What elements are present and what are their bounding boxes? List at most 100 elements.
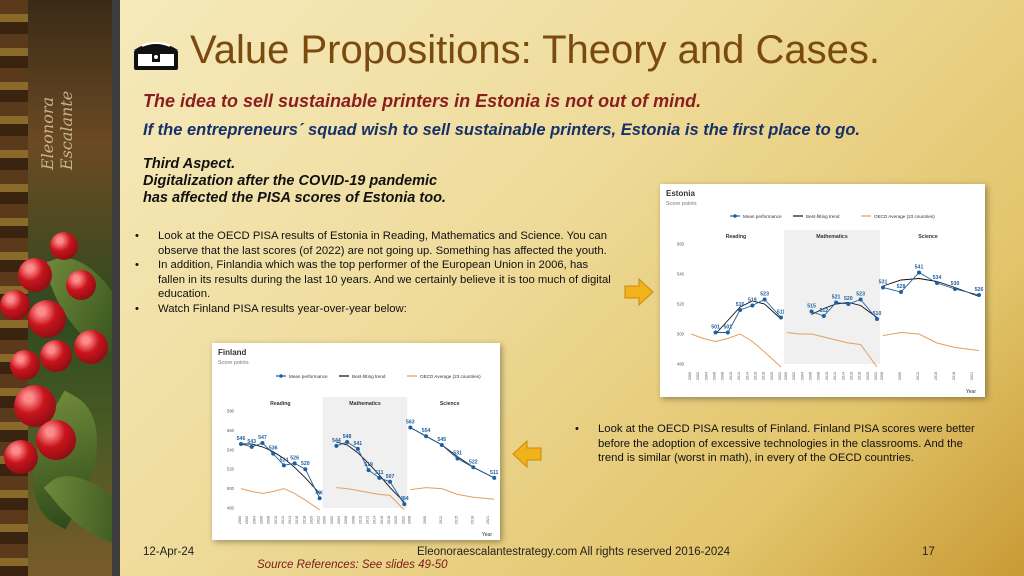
data-label: 541 bbox=[915, 265, 924, 271]
x-tick-label: 2012 bbox=[737, 372, 741, 380]
y-tick-label: 520 bbox=[677, 302, 685, 307]
y-tick-label: 540 bbox=[677, 272, 685, 277]
y-tick-label: 560 bbox=[677, 242, 685, 247]
mean-performance-line bbox=[811, 298, 878, 320]
data-label: 519 bbox=[364, 462, 373, 468]
trend-line bbox=[882, 278, 980, 297]
x-tick-label: 2021 bbox=[486, 516, 490, 524]
x-tick-label: 2002 bbox=[792, 372, 796, 380]
x-tick-label: 2008 bbox=[267, 516, 271, 524]
data-label: 530 bbox=[951, 281, 960, 287]
x-tick-label: 2014 bbox=[288, 516, 292, 524]
y-tick-label: 520 bbox=[227, 467, 235, 472]
mean-point bbox=[917, 270, 921, 275]
x-tick-label: 2009 bbox=[423, 516, 427, 524]
estonia-chart-svg: Estonia Score points Mean performance Best-… bbox=[666, 189, 983, 395]
data-label: 515 bbox=[807, 304, 816, 310]
chart-subtitle: Score points bbox=[218, 360, 249, 366]
treasure-chest-icon bbox=[134, 42, 178, 70]
data-label: 531 bbox=[453, 451, 462, 457]
x-tick-label: 2018 bbox=[302, 516, 306, 524]
x-tick-label: 2012 bbox=[439, 516, 443, 524]
legend-label: Best-fitting trend bbox=[352, 374, 386, 379]
mean-point bbox=[750, 303, 755, 308]
bullet-item: Look at the OECD PISA results of Finland… bbox=[575, 422, 975, 466]
data-label: 543 bbox=[247, 439, 256, 445]
data-label: 484 bbox=[400, 496, 409, 502]
mean-point bbox=[713, 330, 718, 335]
x-tick-label: 2004 bbox=[337, 516, 341, 524]
x-tick-label: 2018 bbox=[387, 516, 391, 524]
x-tick-label: 2004 bbox=[704, 372, 708, 380]
x-tick-label: 2000 bbox=[323, 516, 327, 524]
mean-point bbox=[762, 297, 767, 302]
mean-point bbox=[424, 434, 429, 439]
x-tick-label: 2022 bbox=[401, 516, 405, 524]
x-tick-label: 2002 bbox=[330, 516, 334, 524]
x-tick-label: 2022 bbox=[778, 372, 782, 380]
y-tick-label: 560 bbox=[227, 428, 235, 433]
x-tick-label: 2016 bbox=[753, 372, 757, 380]
mean-point bbox=[858, 297, 863, 302]
data-label: 490 bbox=[315, 490, 324, 496]
divider-bar bbox=[112, 0, 120, 576]
data-label: 522 bbox=[469, 459, 478, 465]
mean-point bbox=[366, 468, 371, 473]
mean-point bbox=[355, 446, 360, 451]
mean-point bbox=[779, 315, 783, 320]
trend-line bbox=[241, 443, 321, 494]
x-tick-label: 2006 bbox=[344, 516, 348, 524]
data-label: 511 bbox=[777, 310, 785, 316]
berry-decoration bbox=[66, 270, 96, 300]
arrow-right-icon bbox=[624, 278, 654, 306]
data-label: 526 bbox=[290, 455, 299, 461]
x-tick-label: 2008 bbox=[817, 372, 821, 380]
oecd-average-line bbox=[336, 487, 405, 511]
legend-label: OECD Average (23 countries) bbox=[874, 214, 935, 219]
x-tick-label: 2020 bbox=[866, 372, 870, 380]
berry-decoration bbox=[4, 440, 38, 474]
trend-line bbox=[715, 300, 782, 335]
mean-point bbox=[345, 440, 350, 445]
source-reference: Source References: See slides 49-50 bbox=[257, 559, 448, 571]
legend-swatch-dot bbox=[279, 374, 283, 378]
oecd-average-line bbox=[690, 333, 782, 368]
bullet-item: Look at the OECD PISA results of Estonia… bbox=[135, 229, 615, 258]
mean-point bbox=[249, 444, 254, 449]
mean-point bbox=[260, 441, 265, 446]
mean-point bbox=[402, 502, 407, 507]
x-tick-label: 2006 bbox=[809, 372, 813, 380]
x-tick-label: 2018 bbox=[952, 372, 956, 380]
y-tick-label: 480 bbox=[677, 362, 685, 367]
x-axis-label: Year bbox=[966, 389, 976, 395]
x-tick-label: 2020 bbox=[394, 516, 398, 524]
mean-performance-line bbox=[410, 427, 495, 479]
mean-point bbox=[809, 309, 814, 314]
data-label: 523 bbox=[856, 292, 865, 298]
data-label: 519 bbox=[748, 298, 757, 304]
estonia-chart: Estonia Score points Mean performance Best-… bbox=[660, 184, 985, 397]
chart-subtitle: Score points bbox=[666, 201, 697, 207]
y-tick-label: 540 bbox=[227, 447, 235, 452]
data-label: 545 bbox=[437, 437, 446, 443]
data-label: 548 bbox=[343, 434, 352, 440]
data-label: 501 bbox=[723, 325, 732, 331]
finland-chart: Finland Score points Mean performance Best-… bbox=[212, 343, 500, 540]
mean-point bbox=[821, 314, 826, 318]
chart-title: Finland bbox=[218, 348, 247, 357]
x-tick-label: 2020 bbox=[770, 372, 774, 380]
x-tick-label: 2020 bbox=[310, 516, 314, 524]
mean-point bbox=[377, 475, 382, 480]
mean-point bbox=[317, 496, 322, 501]
x-tick-label: 2006 bbox=[880, 372, 884, 380]
data-label: 554 bbox=[422, 428, 431, 434]
data-label: 536 bbox=[269, 446, 278, 452]
x-tick-label: 2006 bbox=[713, 372, 717, 380]
mean-point bbox=[281, 463, 286, 468]
x-tick-label: 2006 bbox=[407, 516, 411, 524]
data-label: 546 bbox=[237, 436, 246, 442]
panel-title: Science bbox=[918, 234, 938, 240]
oecd-average-line bbox=[410, 487, 495, 500]
x-tick-label: 2009 bbox=[898, 372, 902, 380]
x-tick-label: 2016 bbox=[295, 516, 299, 524]
